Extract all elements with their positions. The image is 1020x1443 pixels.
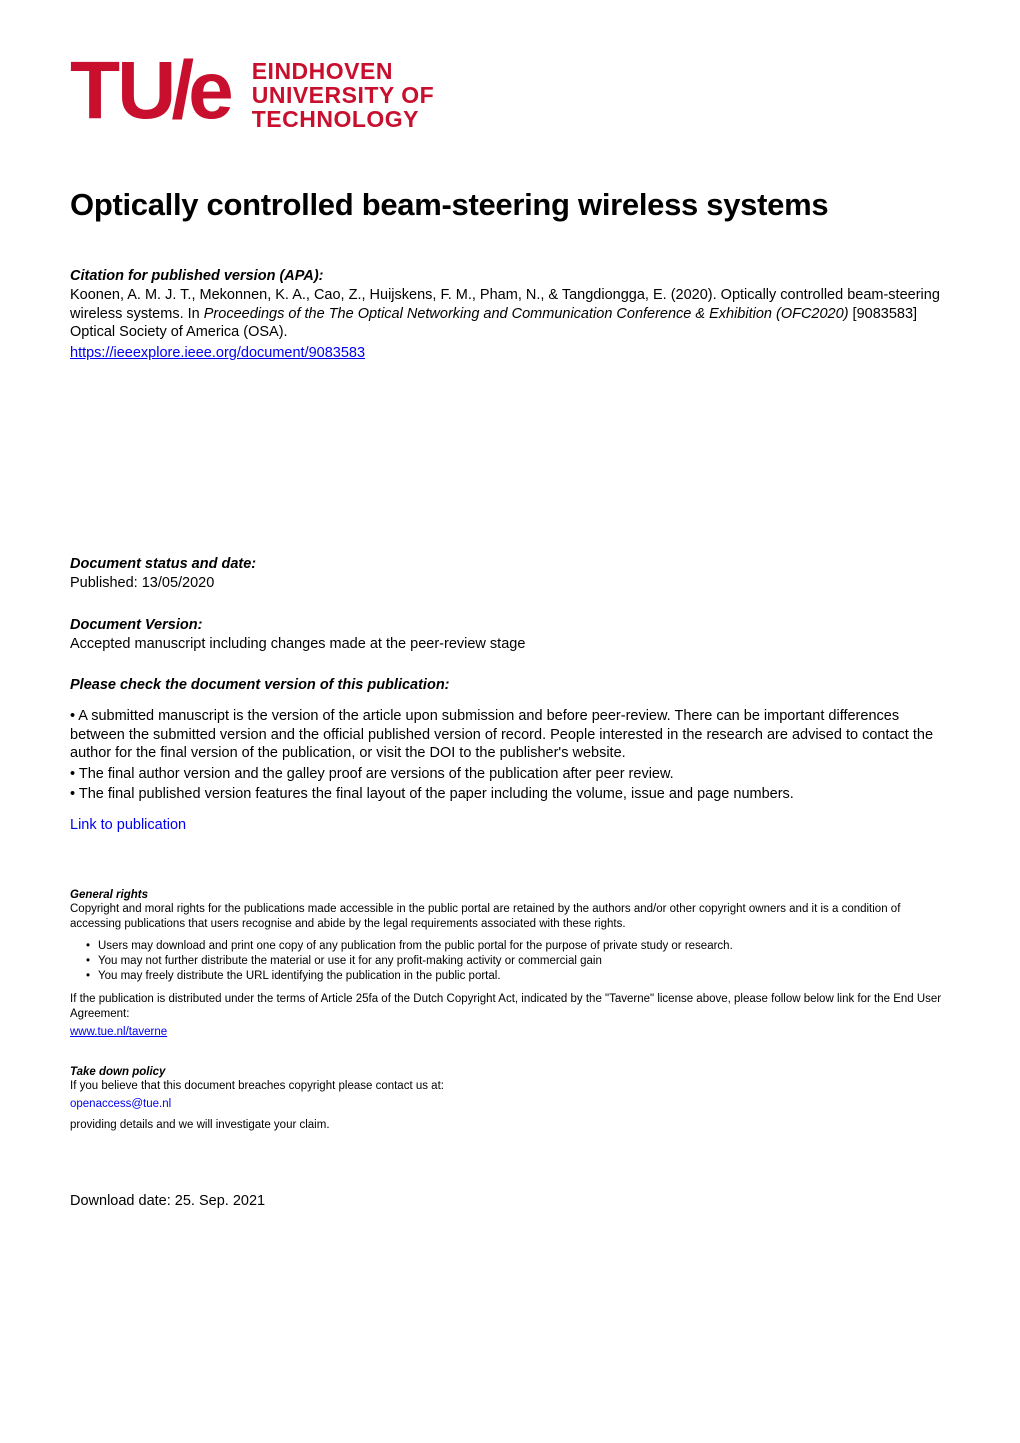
- download-date: Download date: 25. Sep. 2021: [70, 1193, 950, 1209]
- check-para-2: • The final author version and the galle…: [70, 765, 950, 784]
- logo-e-text: e: [188, 50, 234, 132]
- rights-followup: If the publication is distributed under …: [70, 992, 950, 1022]
- citation-proceedings-title: Proceedings of the The Optical Networkin…: [204, 306, 849, 322]
- takedown-text-2: providing details and we will investigat…: [70, 1118, 950, 1133]
- version-section: Document Version: Accepted manuscript in…: [70, 617, 950, 654]
- takedown-heading: Take down policy: [70, 1066, 950, 1078]
- rights-bullet-1: Users may download and print one copy of…: [70, 939, 950, 954]
- rights-section: General rights Copyright and moral right…: [70, 889, 950, 1041]
- check-para-1: • A submitted manuscript is the version …: [70, 707, 950, 763]
- version-text: Accepted manuscript including changes ma…: [70, 635, 950, 654]
- check-heading: Please check the document version of thi…: [70, 677, 950, 693]
- logo-tu-text: TU: [70, 50, 173, 132]
- citation-heading: Citation for published version (APA):: [70, 268, 950, 284]
- rights-bullet-2: You may not further distribute the mater…: [70, 954, 950, 969]
- citation-link[interactable]: https://ieeexplore.ieee.org/document/908…: [70, 345, 365, 361]
- rights-bullet-3: You may freely distribute the URL identi…: [70, 969, 950, 984]
- rights-intro: Copyright and moral rights for the publi…: [70, 902, 950, 932]
- citation-body: Koonen, A. M. J. T., Mekonnen, K. A., Ca…: [70, 286, 950, 342]
- check-version-section: Please check the document version of thi…: [70, 677, 950, 834]
- takedown-text-1: If you believe that this document breach…: [70, 1079, 950, 1094]
- status-text: Published: 13/05/2020: [70, 574, 950, 593]
- status-section: Document status and date: Published: 13/…: [70, 556, 950, 593]
- logo-line-3: TECHNOLOGY: [252, 107, 434, 131]
- taverne-link[interactable]: www.tue.nl/taverne: [70, 1026, 167, 1038]
- logo-line-1: EINDHOVEN: [252, 59, 434, 83]
- takedown-email-link[interactable]: openaccess@tue.nl: [70, 1098, 171, 1110]
- takedown-section: Take down policy If you believe that thi…: [70, 1066, 950, 1133]
- page-title: Optically controlled beam-steering wirel…: [70, 187, 950, 223]
- logo-wordmark: EINDHOVEN UNIVERSITY OF TECHNOLOGY: [252, 51, 434, 131]
- logo: TU / e EINDHOVEN UNIVERSITY OF TECHNOLOG…: [70, 50, 950, 132]
- status-heading: Document status and date:: [70, 556, 950, 572]
- check-para-3: • The final published version features t…: [70, 785, 950, 804]
- version-heading: Document Version:: [70, 617, 950, 633]
- rights-heading: General rights: [70, 889, 950, 901]
- citation-section: Citation for published version (APA): Ko…: [70, 268, 950, 362]
- logo-line-2: UNIVERSITY OF: [252, 83, 434, 107]
- publication-link[interactable]: Link to publication: [70, 817, 186, 833]
